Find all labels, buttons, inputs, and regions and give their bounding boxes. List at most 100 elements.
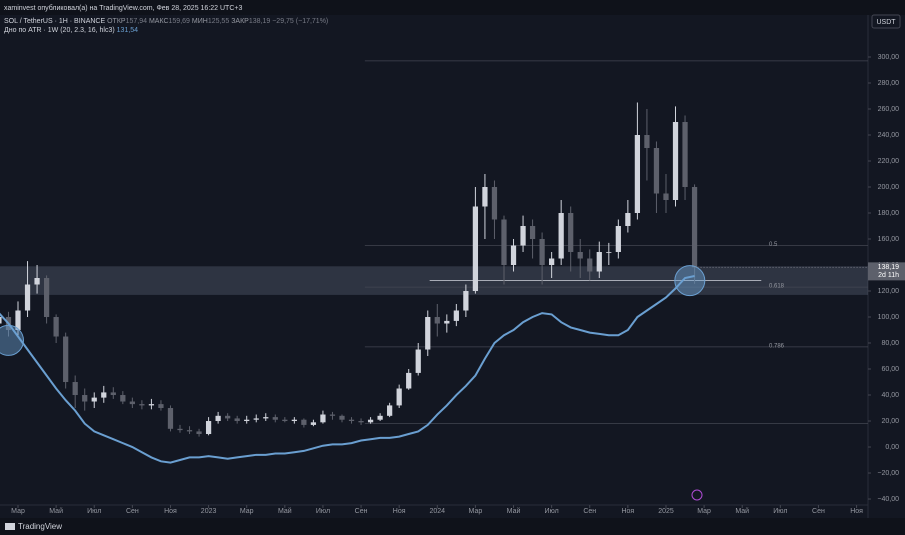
y-tick-label: 120,00 [878,288,900,295]
countdown: 2d 11h [878,272,899,279]
y-tick-label: −20,00 [877,470,899,477]
y-tick-label: 20,00 [881,418,899,425]
publisher: xaminvest опубликовал(а) на TradingView.… [4,4,242,12]
candle-body [568,213,574,253]
candle-body [0,317,2,324]
close: 138,19 [249,18,271,25]
candle-body [577,252,583,259]
x-tick-label: Сен [583,508,596,515]
event-icon[interactable] [691,489,703,501]
x-tick-label: Ноя [850,508,863,515]
last-price: 138,19 [878,264,900,271]
candle-body [177,428,183,431]
candle-body [549,258,555,266]
x-tick-label: Май [278,507,292,515]
logo [5,523,15,530]
legend: SOL / TetherUS · 1Н · BINANCE ОТКР157,94… [4,18,328,25]
candle-body [453,310,459,321]
candle-body [520,226,526,246]
y-tick-label: 240,00 [878,132,900,139]
candle-body [167,408,174,429]
candle-body [491,187,498,220]
x-tick-label: Май [507,507,521,515]
candle-body [415,349,421,373]
candle-body [63,336,69,383]
candle-body [425,317,431,350]
candle-body [539,239,545,266]
candle-body [472,206,479,292]
candle-body [15,310,21,331]
x-tick-label: Сен [812,508,825,515]
candle-body [158,404,164,409]
x-tick-label: Ноя [393,508,406,515]
candle-body [396,388,402,406]
candle-body [377,415,383,420]
candle-body [301,419,307,425]
candle-body [120,395,126,402]
x-tick-label: 2025 [658,508,674,515]
fib-label: 0.618 [769,284,785,290]
y-tick-label: −40,00 [877,496,899,503]
fib-label: 0.786 [769,343,785,349]
fib-label: 0.5 [769,242,778,248]
indicator: Дно по ATR · 1W (20, 2.3, 16, hlc3) [4,27,115,34]
candle-body [82,395,88,402]
candle-body [653,147,660,194]
candle-body [596,252,602,272]
x-tick-label: Мар [240,508,254,515]
x-tick-label: Мар [469,508,483,515]
indicator-legend: Дно по ATR · 1W (20, 2.3, 16, hlc3) 131,… [4,27,138,34]
highlight-circle [0,324,24,356]
candle-body [320,414,326,423]
candle-body [263,417,269,419]
high: 159,69 [169,18,191,25]
x-tick-label: Сен [355,508,368,515]
candle-body [444,320,450,324]
candle-body [663,193,669,201]
candle-body [272,417,278,420]
candle-body [606,252,612,253]
candle-body [129,401,135,405]
symbol: SOL / TetherUS · 1Н · BINANCE [4,18,105,25]
candle-body [634,134,641,214]
candle-body [186,430,193,432]
candle-body [558,213,564,259]
y-tick-label: 60,00 [881,366,899,373]
highlight-circle [674,265,706,297]
low-label: МИН [192,18,208,25]
currency-box [871,14,901,29]
candle-body [24,284,31,311]
candle-body [53,317,59,337]
indicator-value: 131,54 [117,27,139,34]
candle-body [139,404,145,406]
candle-body [529,226,536,240]
candle-body [625,213,631,227]
top-bar [0,0,905,15]
candle-body [682,121,688,188]
x-tick-label: 2024 [429,508,445,515]
x-tick-label: Май [49,507,63,515]
candle-body [482,187,488,207]
change: −29,75 (−17,71%) [272,18,328,25]
y-tick-label: 80,00 [881,340,899,347]
currency: USDT [876,19,896,26]
candle-body [358,421,364,423]
price-badge [868,262,905,281]
candle-body [101,392,107,398]
y-tick-label: 260,00 [878,106,900,113]
y-tick-label: 40,00 [881,392,899,399]
candle-body [253,418,259,420]
y-tick-label: 220,00 [878,158,900,165]
candle-body [367,419,374,423]
x-tick-label: Мар [11,508,25,515]
candle-body [387,405,393,416]
x-tick-label: Июл [87,508,101,515]
y-tick-label: 280,00 [878,80,900,87]
candle-body [587,258,593,272]
x-tick-label: Ноя [164,508,177,515]
candle-body [282,419,288,422]
candle-body [225,415,231,419]
candle-body [215,415,221,422]
candle-body [615,226,621,253]
